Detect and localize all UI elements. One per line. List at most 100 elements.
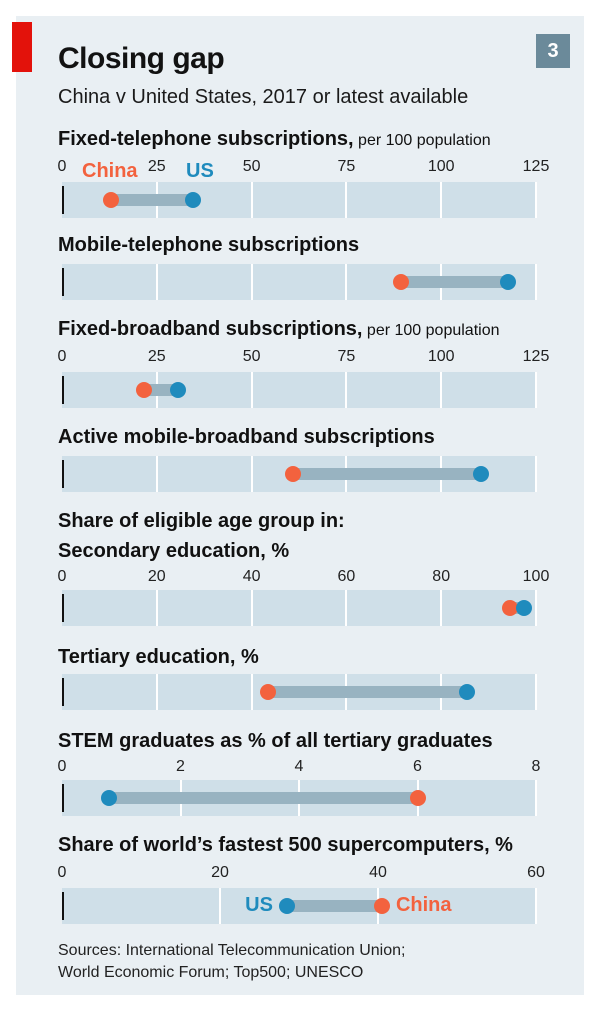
panel-track xyxy=(62,674,537,710)
tick-label: 100 xyxy=(427,158,455,175)
gridline xyxy=(155,674,158,710)
gridline xyxy=(535,590,537,626)
gridline xyxy=(535,372,537,408)
panel-title: Share of world’s fastest 500 supercomput… xyxy=(58,834,513,857)
gridline xyxy=(250,456,253,492)
panel-title: Tertiary education, % xyxy=(58,646,259,669)
gridline xyxy=(250,264,253,300)
panel-track xyxy=(62,590,537,626)
panel-title: Fixed-telephone subscriptions, per 100 p… xyxy=(58,128,491,151)
zero-baseline xyxy=(62,460,64,488)
gridline xyxy=(250,182,253,218)
tick-label: 75 xyxy=(337,158,356,175)
chart-subtitle: China v United States, 2017 or latest av… xyxy=(58,86,469,108)
gridline xyxy=(535,456,537,492)
gridline xyxy=(345,264,348,300)
gridline xyxy=(155,590,158,626)
tick-label: 40 xyxy=(369,864,387,881)
us-dot xyxy=(169,382,186,398)
tick-label: 0 xyxy=(57,568,67,585)
gap-connector xyxy=(287,900,382,912)
legend-china-label: China xyxy=(82,160,138,182)
panel-title-text: Secondary education, % xyxy=(58,540,290,562)
tick-label: 50 xyxy=(242,348,261,365)
gridline xyxy=(345,182,348,218)
zero-baseline xyxy=(62,678,64,706)
panel-track xyxy=(62,888,537,924)
sources-note: Sources: International Telecommunication… xyxy=(58,940,405,984)
gap-connector xyxy=(109,792,418,804)
china-dot xyxy=(103,192,120,208)
tick-label: 0 xyxy=(57,864,67,881)
tick-label: 60 xyxy=(337,568,356,585)
tick-label: 100 xyxy=(427,348,455,365)
tick-label: 50 xyxy=(242,158,261,175)
tick-label: 8 xyxy=(531,758,541,775)
panel-title-text: Tertiary education, % xyxy=(58,646,259,668)
sources-line-2: World Economic Forum; Top500; UNESCO xyxy=(58,964,364,981)
gridline xyxy=(535,674,537,710)
legend-us-label: US xyxy=(186,160,214,182)
zero-baseline xyxy=(62,892,64,920)
panel-track xyxy=(62,780,537,816)
gap-connector xyxy=(143,384,178,396)
china-dot xyxy=(373,898,390,914)
zero-baseline xyxy=(62,376,64,404)
gap-connector xyxy=(268,686,468,698)
tick-label: 0 xyxy=(57,158,67,175)
gridline xyxy=(250,372,253,408)
zero-baseline xyxy=(62,594,64,622)
chart-title: Closing gap xyxy=(58,42,225,75)
gap-connector xyxy=(401,276,508,288)
tick-label: 0 xyxy=(57,348,67,365)
gridline xyxy=(535,182,537,218)
gridline xyxy=(250,590,253,626)
china-dot xyxy=(501,600,518,616)
panel-title: Secondary education, % xyxy=(58,540,289,563)
inline-china-label: China xyxy=(395,894,452,916)
tick-label: 6 xyxy=(413,758,422,775)
gridline xyxy=(440,590,443,626)
tick-label: 80 xyxy=(432,568,451,585)
panel-title-text: Active mobile-broadband subscriptions xyxy=(58,426,435,448)
gap-connector xyxy=(293,468,481,480)
tick-label: 4 xyxy=(294,758,304,775)
panel-title: Fixed-broadband subscriptions, per 100 p… xyxy=(58,318,499,341)
panel-title-text: STEM graduates as % of all tertiary grad… xyxy=(58,730,493,752)
panel-unit: per 100 population xyxy=(362,322,500,339)
gridline xyxy=(345,590,348,626)
gap-connector xyxy=(111,194,193,206)
tick-label: 25 xyxy=(147,348,166,365)
us-dot xyxy=(473,466,490,482)
tick-label: 25 xyxy=(147,158,166,175)
panel-track xyxy=(62,456,537,492)
china-dot xyxy=(285,466,302,482)
tick-label: 60 xyxy=(527,864,545,881)
panel-track xyxy=(62,264,537,300)
sources-line-1: Sources: International Telecommunication… xyxy=(58,942,406,959)
panel-track xyxy=(62,182,537,218)
gridline xyxy=(440,182,443,218)
zero-baseline xyxy=(62,268,64,296)
red-tag-marker xyxy=(12,22,32,72)
tick-label: 125 xyxy=(522,348,550,365)
us-dot xyxy=(184,192,201,208)
gridline xyxy=(250,674,253,710)
panel-title-text: Share of world’s fastest 500 supercomput… xyxy=(58,834,513,856)
tick-label: 125 xyxy=(522,158,550,175)
gridline xyxy=(535,780,537,816)
panel-title-text: Fixed-broadband subscriptions, xyxy=(58,318,363,340)
gridline xyxy=(155,264,158,300)
panel-unit: per 100 population xyxy=(353,132,491,149)
tick-label: 20 xyxy=(211,864,229,881)
panel-title: STEM graduates as % of all tertiary grad… xyxy=(58,730,493,753)
gridline xyxy=(219,888,221,924)
zero-baseline xyxy=(62,186,64,214)
panel-title: Active mobile-broadband subscriptions xyxy=(58,426,435,449)
section-heading: Share of eligible age group in: xyxy=(58,510,345,532)
us-dot xyxy=(499,274,516,290)
gridline xyxy=(440,372,443,408)
gridline xyxy=(535,888,537,924)
gridline xyxy=(535,264,537,300)
chart-number-badge: 3 xyxy=(536,34,570,68)
